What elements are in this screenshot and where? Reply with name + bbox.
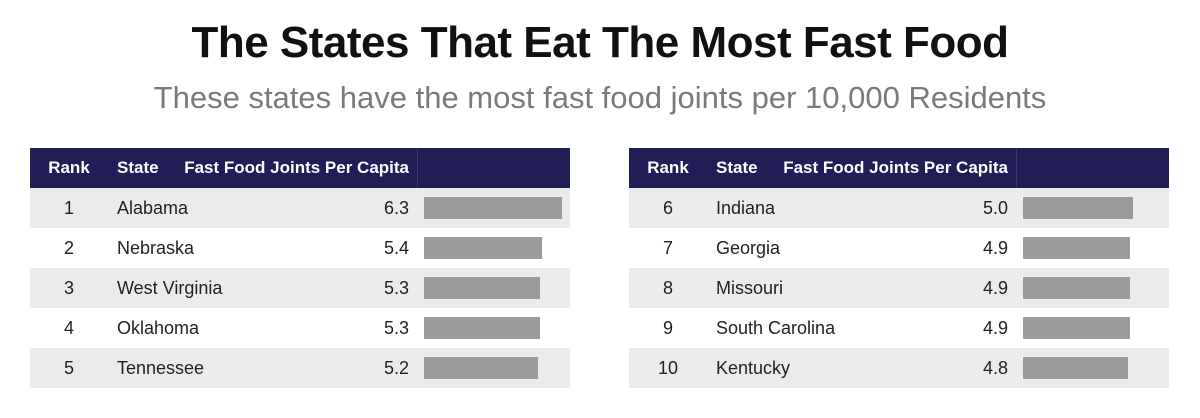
value-bar xyxy=(424,277,541,299)
page-title: The States That Eat The Most Fast Food xyxy=(191,18,1009,67)
state-cell: West Virginia xyxy=(117,278,223,298)
state-cell: Georgia xyxy=(716,238,781,258)
value-cell: 4.9 xyxy=(982,238,1008,258)
header-state: State xyxy=(716,158,758,177)
rank-cell: 3 xyxy=(63,278,74,298)
state-cell: Kentucky xyxy=(716,358,791,378)
rank-cell: 9 xyxy=(662,318,673,338)
table-row: 6 Indiana 5.0 xyxy=(629,188,1169,228)
table-row: 9 South Carolina 4.9 xyxy=(629,308,1169,348)
table-right: Rank State Fast Food Joints Per Capita 6 Ind… xyxy=(629,148,1169,388)
table-left: Rank State Fast Food Joints Per Capita 1 Ala… xyxy=(30,148,570,388)
value-cell: 4.9 xyxy=(982,278,1008,298)
value-bar xyxy=(424,237,543,259)
state-cell: Indiana xyxy=(716,198,776,218)
table-row: 2 Nebraska 5.4 xyxy=(30,228,570,268)
rank-cell: 10 xyxy=(657,358,679,378)
rank-cell: 5 xyxy=(63,358,74,378)
table-row: 4 Oklahoma 5.3 xyxy=(30,308,570,348)
value-bar xyxy=(1023,317,1131,339)
value-bar xyxy=(424,317,541,339)
table-row: 1 Alabama 6.3 xyxy=(30,188,570,228)
header-divider xyxy=(1016,148,1017,188)
header-value: Fast Food Joints Per Capita xyxy=(783,158,1008,177)
header-rank: Rank xyxy=(48,158,90,177)
value-bar xyxy=(1023,197,1133,219)
rank-cell: 2 xyxy=(63,238,74,258)
value-cell: 5.3 xyxy=(383,278,409,298)
state-cell: Tennessee xyxy=(117,358,205,378)
value-cell: 5.2 xyxy=(383,358,409,378)
rank-cell: 6 xyxy=(662,198,673,218)
value-bar xyxy=(424,357,538,379)
header-state: State xyxy=(117,158,159,177)
rank-cell: 1 xyxy=(63,198,74,218)
value-bar xyxy=(1023,237,1131,259)
state-cell: Alabama xyxy=(117,198,189,218)
table-row: 8 Missouri 4.9 xyxy=(629,268,1169,308)
value-cell: 4.9 xyxy=(982,318,1008,338)
table-header: Rank State Fast Food Joints Per Capita xyxy=(629,148,1169,188)
state-cell: Nebraska xyxy=(117,238,195,258)
value-cell: 5.3 xyxy=(383,318,409,338)
state-cell: South Carolina xyxy=(716,318,836,338)
rank-cell: 4 xyxy=(63,318,74,338)
header-divider xyxy=(417,148,418,188)
state-cell: Missouri xyxy=(716,278,784,298)
value-bar xyxy=(1023,277,1131,299)
header-value: Fast Food Joints Per Capita xyxy=(184,158,409,177)
table-row: 3 West Virginia 5.3 xyxy=(30,268,570,308)
table-row: 5 Tennessee 5.2 xyxy=(30,348,570,388)
rank-cell: 8 xyxy=(662,278,673,298)
table-row: 10 Kentucky 4.8 xyxy=(629,348,1169,388)
value-cell: 4.8 xyxy=(982,358,1008,378)
rank-cell: 7 xyxy=(662,238,673,258)
table-header: Rank State Fast Food Joints Per Capita xyxy=(30,148,570,188)
state-cell: Oklahoma xyxy=(117,318,200,338)
table-row: 7 Georgia 4.9 xyxy=(629,228,1169,268)
value-bar xyxy=(1023,357,1129,379)
value-bar xyxy=(424,197,562,219)
page-subtitle: These states have the most fast food joi… xyxy=(153,80,1047,115)
value-cell: 6.3 xyxy=(383,198,409,218)
value-cell: 5.4 xyxy=(383,238,409,258)
value-cell: 5.0 xyxy=(982,198,1008,218)
header-rank: Rank xyxy=(647,158,689,177)
